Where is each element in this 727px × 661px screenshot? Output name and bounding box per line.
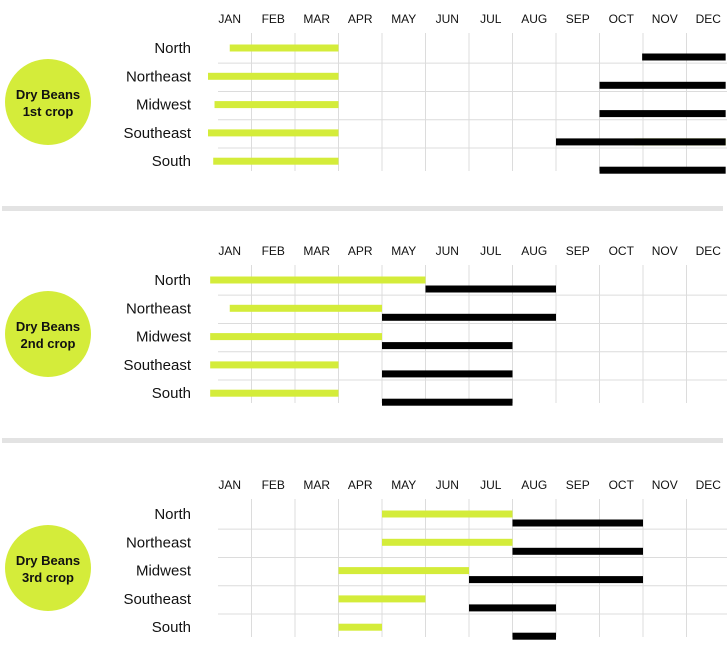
region-label: Northeast [126,300,192,317]
harvest-bar [556,138,726,146]
month-tick-label: SEP [566,244,590,258]
region-label: Midwest [136,329,192,346]
planting-bar [382,510,513,518]
month-tick-label: APR [348,12,373,26]
planting-bar [210,276,426,284]
panel-divider [2,206,723,211]
harvest-bar [469,604,556,612]
month-tick-label: JAN [218,12,241,26]
month-tick-label: MAY [391,478,416,492]
harvest-bar [599,166,726,174]
month-tick-label: JAN [218,478,241,492]
planting-bar [210,389,339,397]
harvest-bar [382,398,513,406]
month-tick-label: JUL [480,12,502,26]
planting-bar [210,333,382,341]
planting-bar [208,72,339,80]
month-tick-label: SEP [566,478,590,492]
planting-bar [210,361,339,369]
month-tick-label: AUG [521,12,547,26]
month-tick-label: OCT [609,478,635,492]
region-label: Southeast [123,357,191,374]
crop-badge-title: Dry Beans [16,319,80,334]
planting-bar [382,538,513,546]
region-label: North [154,272,191,289]
month-tick-label: MAR [303,12,330,26]
month-tick-label: AUG [521,478,547,492]
month-tick-label: MAY [391,244,416,258]
month-tick-label: MAY [391,12,416,26]
month-tick-label: APR [348,244,373,258]
crop-badge-subtitle: 2nd crop [21,336,76,351]
harvest-bar [512,632,556,640]
region-label: North [154,506,191,523]
month-tick-label: JUN [436,478,459,492]
harvest-bar [642,53,726,61]
planting-bar [338,623,382,631]
harvest-bar [382,313,556,321]
month-tick-label: JUL [480,478,502,492]
region-label: Southeast [123,125,191,142]
harvest-bar [425,285,556,293]
planting-bar [208,129,339,137]
harvest-bar [512,519,643,527]
crop-badge [5,525,91,611]
harvest-bar [599,110,726,118]
panel-divider [2,438,723,443]
harvest-bar [599,81,726,89]
month-tick-label: OCT [609,12,635,26]
month-tick-label: MAR [303,244,330,258]
month-tick-label: DEC [696,478,722,492]
planting-bar [338,567,469,575]
region-label: Southeast [123,591,191,608]
crop-badge-title: Dry Beans [16,553,80,568]
harvest-bar [469,576,643,584]
month-tick-label: DEC [696,12,722,26]
month-tick-label: APR [348,478,373,492]
month-tick-label: JUL [480,244,502,258]
month-tick-label: NOV [652,478,678,492]
planting-bar [229,44,339,52]
harvest-bar [512,547,643,555]
month-tick-label: AUG [521,244,547,258]
month-tick-label: MAR [303,478,330,492]
crop-badge-subtitle: 1st crop [23,104,74,119]
region-label: South [152,385,191,402]
region-label: South [152,619,191,636]
month-tick-label: NOV [652,244,678,258]
month-tick-label: JUN [436,244,459,258]
harvest-bar [382,370,513,378]
region-label: Midwest [136,563,192,580]
month-tick-label: NOV [652,12,678,26]
crop-badge-subtitle: 3rd crop [22,570,74,585]
planting-bar [213,157,339,165]
month-tick-label: SEP [566,12,590,26]
month-tick-label: JAN [218,244,241,258]
region-label: Northeast [126,68,192,85]
month-tick-label: FEB [262,478,285,492]
planting-bar [214,101,339,109]
planting-bar [229,304,382,312]
month-tick-label: DEC [696,244,722,258]
month-tick-label: FEB [262,244,285,258]
region-label: South [152,153,191,170]
region-label: Northeast [126,534,192,551]
month-tick-label: FEB [262,12,285,26]
harvest-bar [382,342,513,350]
region-label: Midwest [136,97,192,114]
crop-badge [5,291,91,377]
planting-bar [338,595,426,603]
crop-badge [5,59,91,145]
region-label: North [154,40,191,57]
month-tick-label: JUN [436,12,459,26]
month-tick-label: OCT [609,244,635,258]
crop-badge-title: Dry Beans [16,87,80,102]
